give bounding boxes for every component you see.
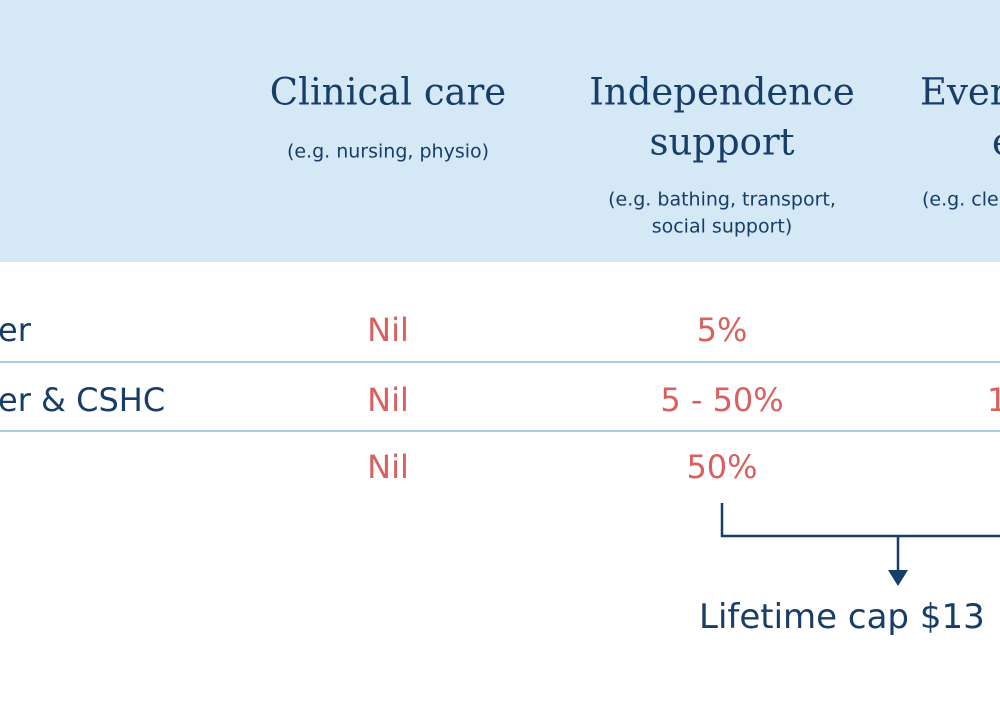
- column-title: support: [649, 120, 795, 164]
- column-title: e: [992, 124, 1000, 161]
- cell-value: Nil: [367, 311, 409, 349]
- cell-value: 1: [987, 381, 1000, 419]
- row-divider: [0, 361, 1000, 363]
- cell-value: Nil: [367, 448, 409, 486]
- row-divider: [0, 430, 1000, 432]
- bracket: [720, 503, 1000, 538]
- column-title: Clinical care: [269, 70, 507, 114]
- arrow-head: [888, 570, 908, 586]
- cell-value: Nil: [367, 381, 409, 419]
- column-note: social support): [651, 215, 793, 238]
- header-band: [0, 0, 1000, 262]
- column-note: (e.g. bathing, transport,: [608, 188, 836, 211]
- cell-value: 50%: [686, 448, 758, 486]
- cell-value: 5 - 50%: [660, 381, 784, 419]
- row-label: er: [0, 311, 31, 349]
- row-label: er & CSHC: [0, 381, 166, 419]
- column-title: Independence: [589, 70, 855, 114]
- column-title: Ever: [920, 70, 1000, 114]
- cell-value: 5%: [696, 311, 748, 349]
- cap-label: Lifetime cap $13: [699, 597, 985, 637]
- column-note: (e.g. nursing, physio): [286, 140, 490, 163]
- column-note: (e.g. cle: [922, 188, 999, 211]
